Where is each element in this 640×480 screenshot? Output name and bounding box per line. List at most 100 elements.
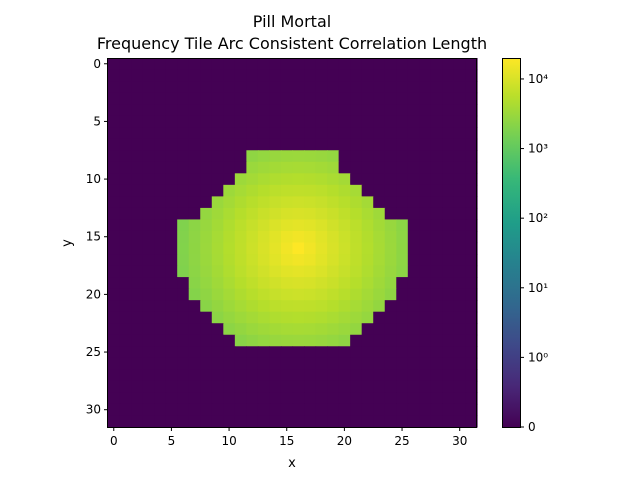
heatmap-cell [396, 288, 409, 301]
heatmap-cell [257, 403, 271, 417]
x-axis-label: x [288, 456, 296, 471]
heatmap-cell [384, 300, 397, 313]
heatmap-cell [361, 288, 374, 301]
heatmap-cell [257, 265, 271, 278]
heatmap-cell [373, 288, 386, 301]
heatmap-cell [419, 161, 432, 174]
heatmap-cell [154, 115, 167, 128]
x-axis: 0 5 10 15 20 25 30 [110, 427, 467, 448]
heatmap-cell [246, 138, 259, 151]
heatmap-cell [188, 300, 201, 313]
heatmap-cell [430, 277, 444, 290]
heatmap-cell [119, 219, 132, 232]
heatmap-cell [257, 392, 271, 405]
heatmap-cell [246, 184, 259, 197]
heatmap-cell [327, 161, 340, 174]
heatmap-cell [396, 115, 409, 128]
heatmap-cell [315, 415, 328, 428]
heatmap-cell [188, 161, 201, 174]
heatmap-cell [350, 277, 363, 290]
heatmap-cell [246, 69, 259, 82]
heatmap-cell [453, 323, 467, 336]
heatmap-cell [108, 184, 121, 197]
heatmap-cell [200, 127, 213, 140]
heatmap-cell [292, 58, 305, 71]
heatmap-cell [142, 150, 155, 163]
heatmap-cell [257, 115, 271, 128]
heatmap-cell [396, 277, 409, 290]
heatmap-cell [165, 415, 178, 428]
heatmap-cell [188, 69, 201, 82]
heatmap-cell [211, 242, 224, 255]
heatmap-cell [269, 415, 282, 428]
heatmap-cell [396, 334, 409, 347]
heatmap-cell [165, 138, 178, 151]
heatmap-cell [384, 415, 397, 428]
heatmap-cell [465, 58, 478, 71]
heatmap-cell [200, 69, 213, 82]
heatmap-cell [396, 138, 409, 151]
heatmap-cell [234, 334, 247, 347]
heatmap-cell [280, 230, 294, 244]
heatmap-cell [350, 415, 363, 428]
heatmap-cell [223, 403, 236, 417]
heatmap-cell [338, 219, 351, 232]
colorbar-tick-label: 0 [528, 420, 536, 434]
heatmap-cell [465, 403, 478, 417]
heatmap-cell [177, 288, 190, 301]
heatmap-cell [430, 415, 444, 428]
heatmap-cell [188, 334, 201, 347]
heatmap-cell [246, 346, 259, 359]
heatmap-cell [396, 415, 409, 428]
heatmap-cell [269, 127, 282, 140]
heatmap-cell [396, 184, 409, 197]
heatmap-cell [142, 207, 155, 221]
heatmap-cell [373, 219, 386, 232]
heatmap-cell [407, 323, 420, 336]
heatmap-cell [442, 369, 455, 382]
heatmap-cell [430, 219, 444, 232]
heatmap-cell [280, 288, 294, 301]
heatmap-cell [419, 346, 432, 359]
heatmap-cell [119, 92, 132, 105]
heatmap-cell [165, 403, 178, 417]
heatmap-cell [257, 254, 271, 267]
heatmap-cell [234, 184, 247, 197]
heatmap-cell [257, 219, 271, 232]
heatmap-cell [373, 173, 386, 186]
heatmap-cell [304, 150, 317, 163]
heatmap-cell [223, 81, 236, 94]
heatmap-cell [246, 161, 259, 174]
heatmap-cell [246, 403, 259, 417]
heatmap-cell [338, 277, 351, 290]
heatmap-cell [200, 380, 213, 394]
heatmap-cell [315, 161, 328, 174]
heatmap-cell [350, 184, 363, 197]
heatmap-cell [361, 265, 374, 278]
heatmap-cell [315, 242, 328, 255]
heatmap-cell [384, 346, 397, 359]
heatmap-cell [453, 369, 467, 382]
heatmap-cell [465, 311, 478, 324]
heatmap-cell [131, 161, 144, 174]
heatmap-cell [453, 173, 467, 186]
heatmap-cell [269, 288, 282, 301]
heatmap-cell [119, 150, 132, 163]
heatmap-cell [315, 196, 328, 209]
heatmap-cell [292, 92, 305, 105]
heatmap-cell [188, 230, 201, 244]
heatmap-cell [407, 161, 420, 174]
heatmap-cell [419, 230, 432, 244]
heatmap-cell [384, 184, 397, 197]
heatmap-cell [292, 173, 305, 186]
heatmap-cell [269, 369, 282, 382]
heatmap-cell [350, 104, 363, 117]
heatmap-cell [188, 346, 201, 359]
heatmap-cell [269, 323, 282, 336]
heatmap-cell [407, 150, 420, 163]
heatmap-cell [453, 230, 467, 244]
heatmap-cell [361, 415, 374, 428]
heatmap-cell [177, 69, 190, 82]
heatmap-cell [234, 392, 247, 405]
heatmap-cell [350, 323, 363, 336]
